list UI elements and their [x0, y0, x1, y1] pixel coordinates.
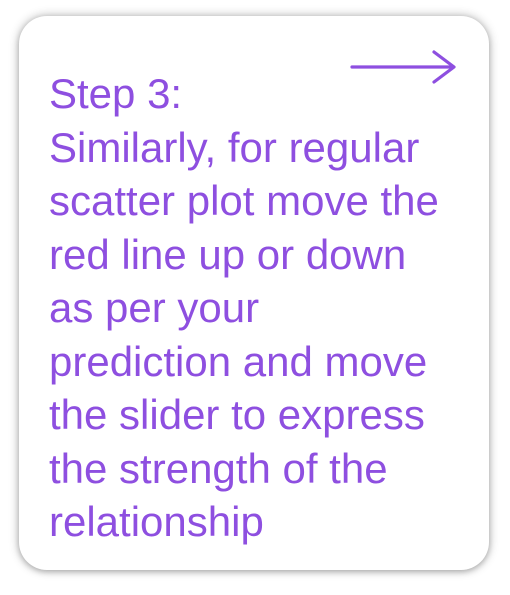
instruction-line: as per your — [49, 284, 260, 331]
instruction-card: Step 3: Similarly, for regular scatter p… — [19, 16, 489, 570]
instruction-text: Step 3: Similarly, for regular scatter p… — [49, 67, 479, 549]
instruction-line: red line up or down — [49, 230, 407, 278]
instruction-line: Similarly, for regular — [49, 123, 420, 171]
instruction-line: the slider to express — [49, 391, 425, 438]
step-title: Step 3: — [49, 70, 183, 117]
instruction-line: relationship — [49, 498, 264, 545]
instruction-line: prediction and move — [49, 337, 428, 385]
instruction-line: scatter plot move the — [49, 177, 439, 224]
next-arrow-icon[interactable] — [350, 49, 460, 85]
instruction-line: the strength of the — [49, 444, 388, 492]
